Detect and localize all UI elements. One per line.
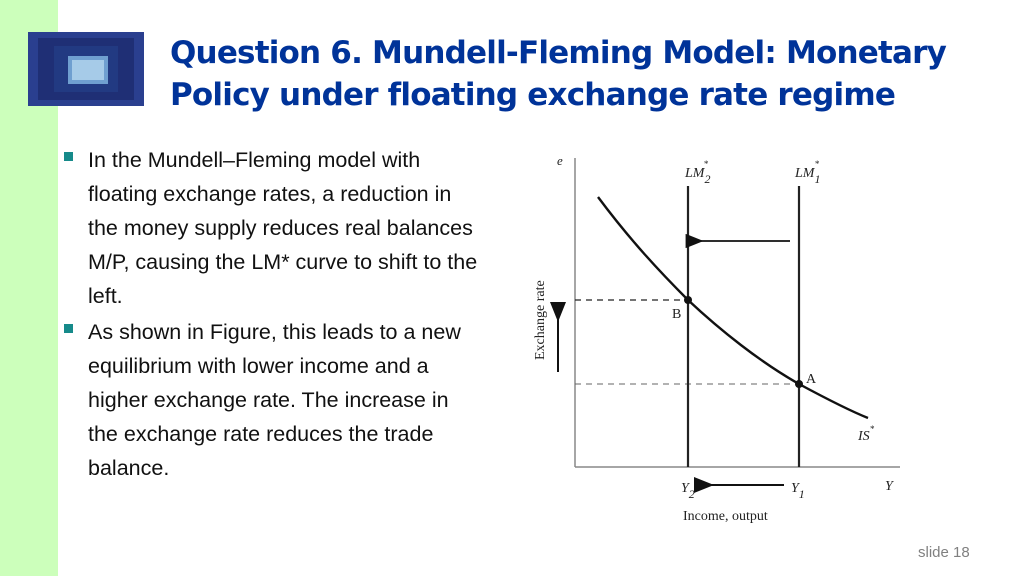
point-a-marker — [795, 380, 803, 388]
bullet-item: As shown in Figure, this leads to a new … — [62, 315, 482, 485]
slide-number: slide 18 — [918, 544, 970, 561]
x-axis-label: Income, output — [683, 509, 768, 524]
y-axis-label: Exchange rate — [533, 280, 548, 360]
point-b-marker — [684, 296, 692, 304]
point-b-label: B — [672, 307, 681, 322]
y2-label: Y2 — [681, 481, 695, 501]
slide-title: Question 6. Mundell-Fleming Model: Monet… — [170, 32, 1010, 116]
bullet-list: In the Mundell–Fleming model with floati… — [62, 143, 482, 487]
point-a-label: A — [806, 372, 817, 387]
title-line-2: Policy under floating exchange rate regi… — [170, 77, 896, 113]
mundell-fleming-figure: e Y Exchange rate Income, output LM2* LM… — [533, 153, 900, 524]
y1-label: Y1 — [791, 481, 805, 501]
bullet-square-icon — [64, 324, 73, 333]
y-axis-symbol: e — [557, 153, 563, 168]
title-line-1: Question 6. Mundell-Fleming Model: Monet… — [170, 35, 947, 71]
lm2-label: LM2* — [684, 159, 710, 186]
lm1-label: LM1* — [794, 159, 820, 186]
bullet-item: In the Mundell–Fleming model with floati… — [62, 143, 482, 313]
bullet-square-icon — [64, 152, 73, 161]
is-label: IS* — [857, 424, 875, 444]
is-curve — [597, 196, 869, 420]
bullet-text: As shown in Figure, this leads to a new … — [88, 320, 461, 480]
bullet-text: In the Mundell–Fleming model with floati… — [88, 148, 478, 308]
x-axis-symbol: Y — [885, 479, 895, 494]
logo-image — [28, 32, 144, 106]
